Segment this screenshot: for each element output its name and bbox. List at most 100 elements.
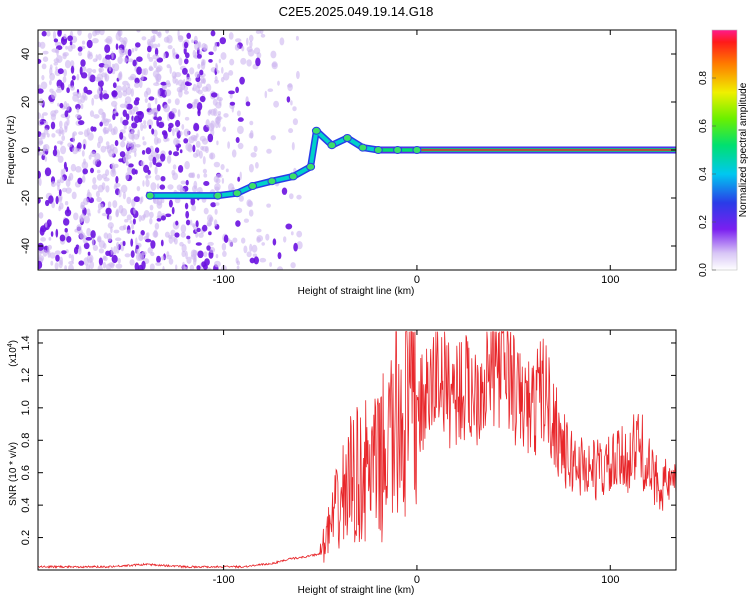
y-tick-label: 0.2 [20,530,32,545]
noise-blob [203,181,210,186]
noise-blob [219,37,226,45]
noise-blob [41,30,47,37]
noise-blob [107,232,113,242]
noise-blob [83,242,90,250]
noise-blob [103,126,107,135]
y-tick-label: -20 [20,190,32,206]
noise-blob [101,182,106,191]
noise-blob [271,61,278,70]
noise-blob [185,210,190,219]
noise-blob [195,140,201,148]
noise-blob [78,245,82,252]
noise-blob [243,245,248,254]
noise-blob [105,169,110,177]
noise-blob [136,30,141,33]
noise-blob [75,244,80,250]
noise-blob [191,204,197,212]
noise-blob [56,55,63,64]
noise-blob [161,255,165,261]
noise-blob [40,237,46,242]
noise-blob [97,86,102,95]
noise-blob [141,150,146,155]
noise-blob [175,54,180,59]
noise-blob [182,78,186,88]
noise-blob [171,71,177,79]
noise-blob [292,106,297,112]
noise-blob [122,240,126,247]
noise-blob [142,213,146,219]
signal-blob [288,172,298,181]
noise-blob [88,257,93,263]
noise-blob [181,244,187,253]
noise-blob [192,152,199,158]
noise-blob [119,132,124,140]
noise-blob [42,50,49,55]
noise-blob [151,128,155,135]
snr-frame [37,329,677,571]
noise-blob [78,51,83,57]
noise-blob [296,194,302,200]
noise-blob [126,196,132,205]
noise-blob [115,237,122,242]
noise-blob [97,141,101,149]
noise-blob [166,137,170,142]
noise-blob [47,249,51,258]
noise-blob [38,112,41,120]
x-tick-label: -100 [213,574,235,586]
noise-blob [112,82,117,89]
noise-blob [39,41,46,49]
noise-blob [180,180,186,185]
noise-blob [197,63,201,69]
noise-blob [286,96,291,103]
noise-blob [80,59,86,67]
noise-blob [235,257,239,264]
noise-blob [196,173,200,179]
noise-blob [214,186,220,191]
noise-blob [61,187,68,193]
noise-blob [60,145,67,155]
noise-blob [288,128,294,134]
noise-blob [58,189,62,197]
noise-blob [184,161,190,170]
colorbar-tick-label: 0.4 [698,167,709,181]
noise-blob [208,152,216,160]
noise-blob [105,207,112,215]
noise-blob [156,218,162,222]
noise-blob [247,49,255,57]
noise-blob [102,261,107,269]
signal-blob [393,146,403,154]
noise-blob [277,266,283,270]
noise-blob [123,57,128,63]
noise-blob [63,33,67,40]
noise-blob [246,199,252,207]
noise-blob [67,142,73,148]
noise-blob [115,112,119,117]
noise-blob [146,119,154,127]
spectrogram-y-ticks: -40 -20 0 20 40 [20,48,676,254]
noise-blob [68,261,74,265]
noise-blob [192,83,197,92]
noise-blob [83,129,89,138]
noise-blob [108,65,112,72]
snr-y-ticks: 0.2 0.4 0.6 0.8 1.0 1.2 1.4 [20,335,676,545]
noise-blob [183,265,187,270]
noise-blob [205,83,212,92]
noise-blob [84,215,90,224]
noise-blob [270,50,277,59]
noise-blob [174,127,179,133]
noise-blob [38,260,43,270]
noise-blob [129,259,135,266]
noise-blob [94,152,101,162]
noise-blob [122,191,126,200]
noise-blob [196,54,202,59]
noise-blob [133,133,140,140]
noise-blob [41,74,45,81]
noise-blob [87,50,91,59]
noise-blob [55,129,62,134]
noise-blob [70,163,77,172]
noise-blob [153,129,158,137]
noise-blob [72,134,76,143]
noise-blob [124,218,129,223]
noise-blob [78,260,85,266]
noise-blob [248,34,254,42]
